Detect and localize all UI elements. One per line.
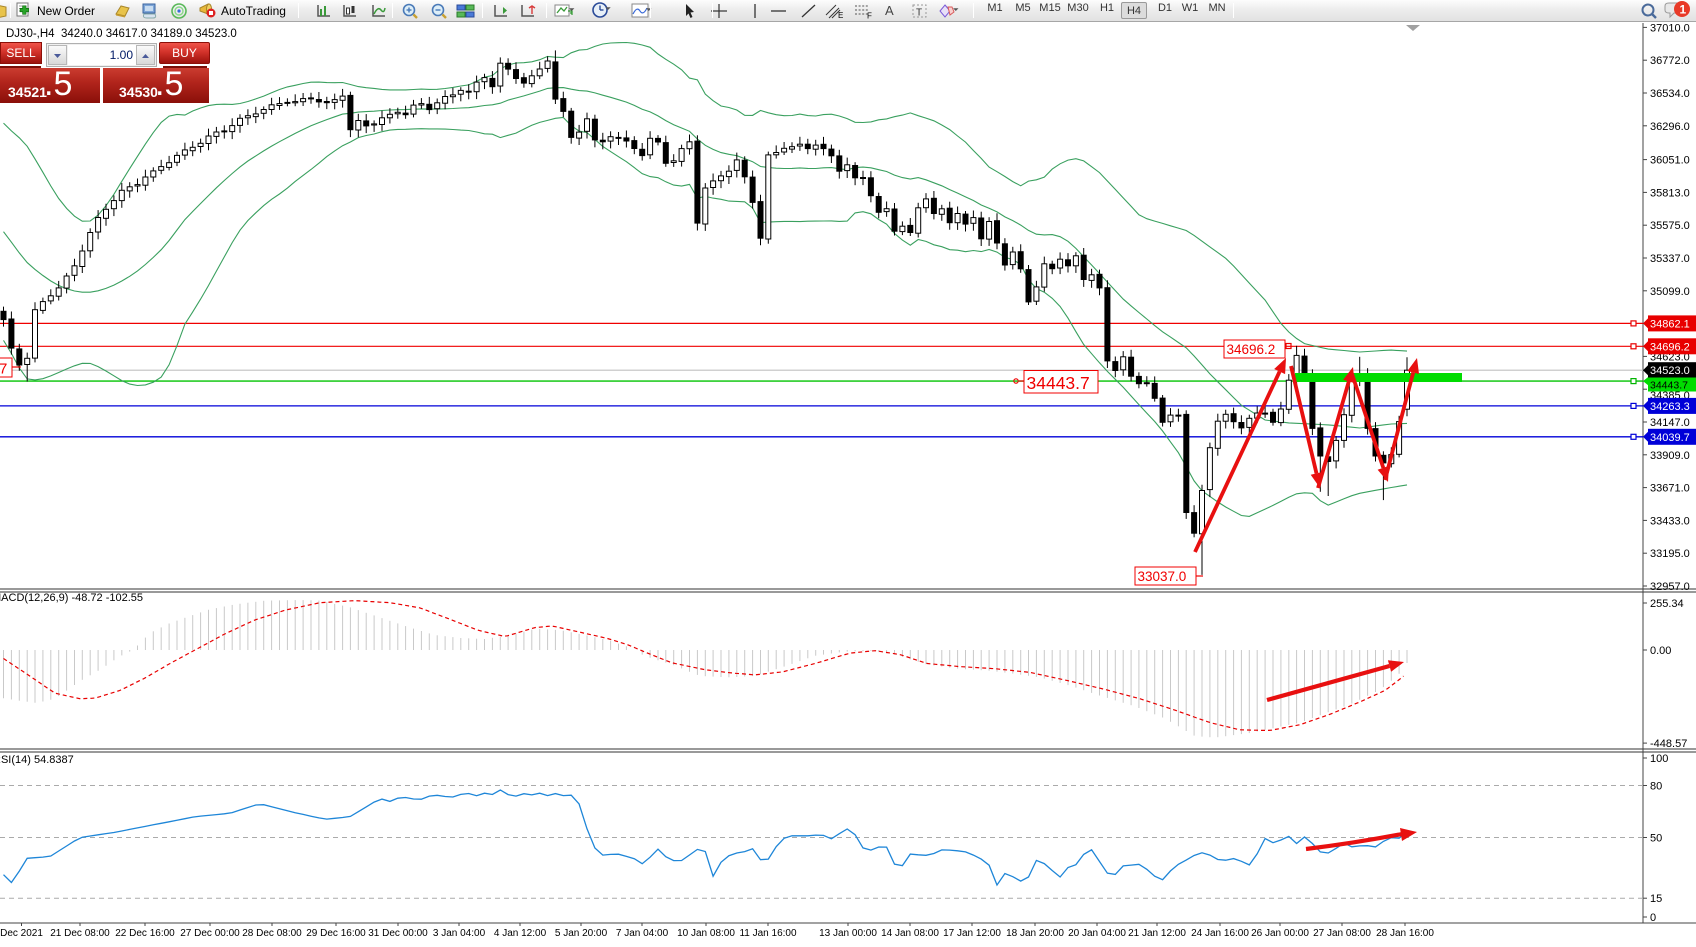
svg-text:13 Jan 00:00: 13 Jan 00:00	[819, 928, 877, 939]
svg-text:36534.0: 36534.0	[1650, 88, 1690, 100]
svg-text:34039.7: 34039.7	[1650, 432, 1690, 444]
svg-text:35813.0: 35813.0	[1650, 187, 1690, 199]
svg-text:34862.1: 34862.1	[1650, 318, 1690, 330]
svg-text:3 Jan 04:00: 3 Jan 04:00	[433, 928, 486, 939]
svg-text:37010.0: 37010.0	[1650, 22, 1690, 34]
svg-text:0: 0	[1650, 912, 1656, 924]
svg-text:36296.0: 36296.0	[1650, 121, 1690, 133]
svg-text:34523.0: 34523.0	[1650, 365, 1690, 377]
svg-text:34623.0: 34623.0	[1650, 351, 1690, 363]
svg-text:MACD(12,26,9) -48.72 -102.55: MACD(12,26,9) -48.72 -102.55	[0, 592, 143, 604]
svg-text:34696.2: 34696.2	[1227, 342, 1276, 357]
svg-text:29 Dec 16:00: 29 Dec 16:00	[306, 928, 366, 939]
svg-text:35337.0: 35337.0	[1650, 253, 1690, 265]
svg-text:32957.0: 32957.0	[1650, 581, 1690, 593]
svg-text:34263.3: 34263.3	[1650, 401, 1690, 413]
svg-text:5 Jan 20:00: 5 Jan 20:00	[555, 928, 608, 939]
svg-text:10 Jan 08:00: 10 Jan 08:00	[677, 928, 735, 939]
svg-text:24 Jan 16:00: 24 Jan 16:00	[1191, 928, 1249, 939]
svg-text:33195.0: 33195.0	[1650, 548, 1690, 560]
svg-text:26 Jan 00:00: 26 Jan 00:00	[1251, 928, 1309, 939]
svg-text:17 Jan 12:00: 17 Jan 12:00	[943, 928, 1001, 939]
svg-text:Dec 2021: Dec 2021	[0, 928, 43, 939]
svg-text:T: T	[916, 7, 922, 18]
svg-text:34443.7: 34443.7	[1027, 373, 1090, 393]
svg-text:7 Jan 04:00: 7 Jan 04:00	[616, 928, 669, 939]
svg-text:27 Dec 00:00: 27 Dec 00:00	[180, 928, 240, 939]
svg-text:F: F	[867, 11, 872, 19]
svg-text:18 Jan 20:00: 18 Jan 20:00	[1006, 928, 1064, 939]
svg-text:34443.7: 34443.7	[1650, 380, 1688, 392]
svg-text:0.00: 0.00	[1650, 645, 1671, 657]
svg-text:21 Dec 08:00: 21 Dec 08:00	[50, 928, 110, 939]
svg-text:255.34: 255.34	[1650, 598, 1684, 610]
svg-text:21 Jan 12:00: 21 Jan 12:00	[1128, 928, 1186, 939]
svg-text:36772.0: 36772.0	[1650, 55, 1690, 67]
svg-text:DJ30-,H4 34240.0 34617.0 3418: DJ30-,H4 34240.0 34617.0 34189.0 34523.0	[6, 28, 237, 40]
svg-text:22 Dec 16:00: 22 Dec 16:00	[115, 928, 175, 939]
svg-text:15: 15	[1650, 893, 1662, 905]
svg-text:-448.57: -448.57	[1650, 738, 1687, 750]
svg-text:33909.0: 33909.0	[1650, 450, 1690, 462]
svg-text:28 Jan 16:00: 28 Jan 16:00	[1376, 928, 1434, 939]
svg-text:7: 7	[0, 361, 7, 378]
svg-text:34147.0: 34147.0	[1650, 417, 1690, 429]
svg-text:33671.0: 33671.0	[1650, 483, 1690, 495]
svg-text:35099.0: 35099.0	[1650, 286, 1690, 298]
svg-text:28 Dec 08:00: 28 Dec 08:00	[242, 928, 302, 939]
svg-text:14 Jan 08:00: 14 Jan 08:00	[881, 928, 939, 939]
svg-text:34696.2: 34696.2	[1650, 341, 1690, 353]
svg-text:31 Dec 00:00: 31 Dec 00:00	[368, 928, 428, 939]
svg-text:4 Jan 12:00: 4 Jan 12:00	[494, 928, 547, 939]
svg-text:20 Jan 04:00: 20 Jan 04:00	[1068, 928, 1126, 939]
svg-text:80: 80	[1650, 781, 1662, 793]
svg-text:27 Jan 08:00: 27 Jan 08:00	[1313, 928, 1371, 939]
svg-text:33433.0: 33433.0	[1650, 515, 1690, 527]
svg-text:100: 100	[1650, 753, 1668, 765]
svg-text:33037.0: 33037.0	[1138, 569, 1187, 584]
svg-text:35575.0: 35575.0	[1650, 220, 1690, 232]
svg-text:36051.0: 36051.0	[1650, 155, 1690, 167]
svg-text:50: 50	[1650, 833, 1662, 845]
svg-text:11 Jan 16:00: 11 Jan 16:00	[739, 928, 797, 939]
svg-text:1: 1	[1680, 3, 1687, 17]
svg-text:E: E	[838, 11, 843, 19]
svg-text:RSI(14) 54.8387: RSI(14) 54.8387	[0, 754, 74, 766]
